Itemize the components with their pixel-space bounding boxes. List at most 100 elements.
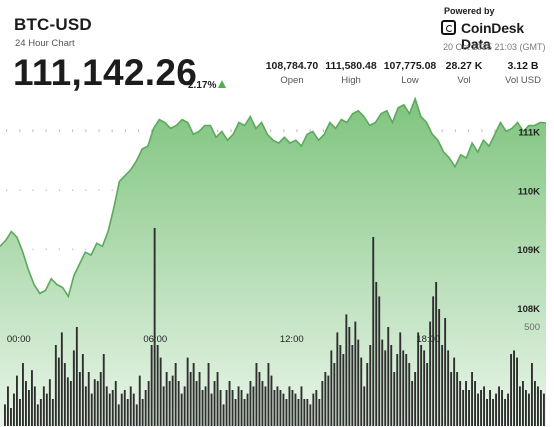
volume-bar xyxy=(132,393,135,426)
volume-bar xyxy=(534,381,536,426)
volume-bar xyxy=(192,363,195,426)
volume-bar xyxy=(519,386,521,426)
volume-bar xyxy=(360,357,363,426)
volume-bar xyxy=(357,339,360,426)
stat-label: High xyxy=(341,75,361,86)
timestamp: 20 Oct 2025 21:03 (GMT) xyxy=(443,42,546,52)
volume-bar xyxy=(273,390,276,426)
stat-low: 107,775.08 Low xyxy=(380,60,440,86)
volume-bar xyxy=(270,375,273,426)
volume-bar xyxy=(90,393,93,426)
volume-bar xyxy=(156,345,159,426)
volume-bar xyxy=(297,399,300,426)
volume-bar xyxy=(189,372,192,426)
volume-bar xyxy=(462,390,465,426)
volume-tick-label: 500 xyxy=(524,322,540,333)
stat-label: Vol USD xyxy=(505,75,541,86)
volume-bar xyxy=(174,363,177,426)
volume-bar xyxy=(363,386,366,426)
volume-bar xyxy=(219,390,222,426)
volume-bar xyxy=(120,393,123,426)
volume-bar xyxy=(369,345,372,426)
volume-bar xyxy=(276,386,279,426)
volume-bar xyxy=(396,354,399,426)
volume-bar xyxy=(372,237,375,426)
volume-bar xyxy=(138,375,141,426)
volume-bar xyxy=(246,393,249,426)
volume-bar xyxy=(28,390,30,426)
volume-bar xyxy=(36,404,39,426)
volume-bar xyxy=(510,354,512,426)
stat-value: 111,580.48 xyxy=(325,60,377,72)
volume-bar xyxy=(81,354,84,426)
volume-bar xyxy=(114,381,117,426)
coindesk-logo-icon xyxy=(441,20,456,35)
volume-bar xyxy=(147,381,150,426)
volume-bar xyxy=(177,381,180,426)
x-tick-label: 12:00 xyxy=(280,334,304,345)
volume-bar xyxy=(51,399,54,426)
volume-bar xyxy=(354,321,357,426)
volume-bar xyxy=(345,314,348,426)
volume-bar xyxy=(453,357,456,426)
volume-bar xyxy=(459,381,462,426)
stat-label: Vol xyxy=(457,75,471,86)
volume-bar xyxy=(33,386,36,426)
y-tick-label: 109K xyxy=(517,245,540,256)
up-arrow-icon xyxy=(218,80,226,88)
volume-bar xyxy=(285,399,288,426)
volume-bar xyxy=(213,381,216,426)
volume-bar xyxy=(39,399,42,426)
volume-bar xyxy=(495,393,497,426)
volume-bar xyxy=(330,350,333,426)
volume-bar xyxy=(105,386,108,426)
stat-value: 107,775.08 xyxy=(383,60,437,72)
stat-value: 108,784.70 xyxy=(265,60,319,72)
symbol-title: BTC-USD xyxy=(14,15,92,34)
volume-bar xyxy=(450,372,453,426)
volume-bar xyxy=(387,327,390,426)
volume-bar xyxy=(228,381,231,426)
volume-bar xyxy=(57,357,60,426)
brand-name: CoinDesk Data xyxy=(461,20,524,52)
volume-bar xyxy=(225,390,228,426)
volume-bar xyxy=(249,381,252,426)
volume-bar xyxy=(489,390,491,426)
volume-bar xyxy=(159,357,162,426)
volume-bar xyxy=(78,372,81,426)
volume-bar xyxy=(282,393,285,426)
volume-bar xyxy=(4,404,6,426)
volume-bar xyxy=(444,318,447,426)
x-tick-label: 00:00 xyxy=(7,334,31,345)
volume-bar xyxy=(477,393,479,426)
y-tick-label: 110K xyxy=(518,186,540,197)
volume-bar xyxy=(456,372,459,426)
volume-bar xyxy=(255,363,258,426)
volume-bar xyxy=(417,332,420,426)
volume-bar xyxy=(63,363,66,426)
volume-bar xyxy=(471,372,473,426)
volume-bar xyxy=(204,386,207,426)
volume-bar xyxy=(16,375,18,426)
volume-bar xyxy=(102,354,105,426)
volume-bar xyxy=(150,345,153,426)
x-tick-label: 18:00 xyxy=(416,334,440,345)
volume-bar xyxy=(525,390,527,426)
volume-bar xyxy=(267,363,270,426)
volume-bar xyxy=(324,372,327,426)
volume-bar xyxy=(480,390,482,426)
stat-high: 111,580.48 High xyxy=(321,60,381,86)
volume-bar xyxy=(501,390,503,426)
volume-bar xyxy=(537,386,539,426)
volume-bar xyxy=(435,282,438,426)
volume-bar xyxy=(429,321,432,426)
volume-bar xyxy=(381,339,384,426)
volume-bar xyxy=(75,327,78,426)
volume-bar xyxy=(300,386,303,426)
volume-bar xyxy=(87,372,90,426)
volume-bar xyxy=(423,350,426,426)
volume-bar xyxy=(165,372,168,426)
volume-bar xyxy=(294,393,297,426)
volume-bar xyxy=(339,345,342,426)
